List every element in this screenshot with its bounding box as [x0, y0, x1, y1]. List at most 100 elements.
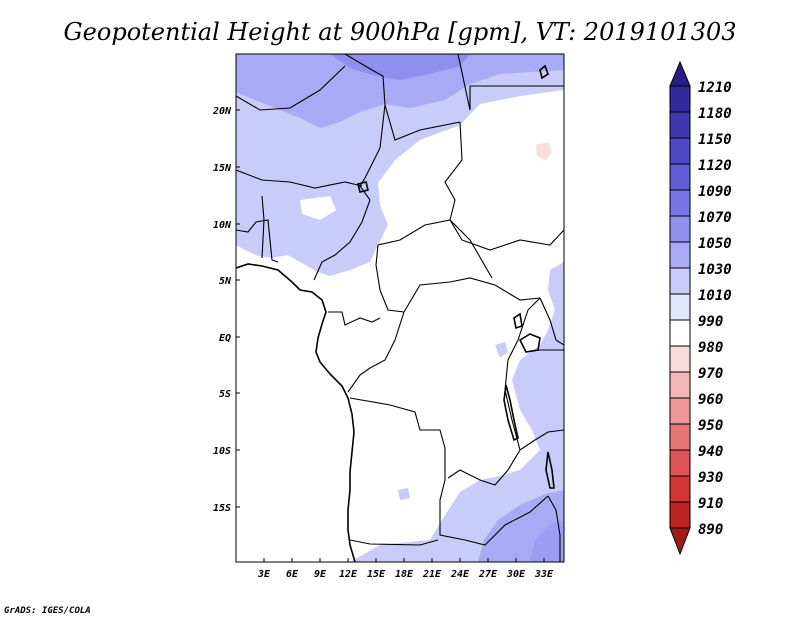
border-zambia-south: [464, 495, 549, 546]
border-mozambique: [547, 495, 561, 562]
coast-lake-albert: [513, 312, 523, 330]
map-frame: [235, 53, 565, 563]
lon-label-24e: 24E: [450, 569, 470, 580]
colorbar-bottom-arrow: [669, 527, 691, 556]
map-panel: [235, 53, 565, 563]
colorbar-segment: [669, 345, 691, 373]
colorbar-label-1070: 1070: [698, 210, 732, 226]
contour-1010-nigeria-gap: [300, 196, 336, 220]
colorbar-segment: [669, 111, 691, 139]
lon-axis: 3E 6E 9E 12E 15E 18E 21E 24E 27E 30E 33E: [257, 558, 554, 580]
lat-label-5n: 5N: [219, 276, 232, 287]
colorbar-segment: [669, 215, 691, 243]
colorbar-segment: [669, 397, 691, 425]
colorbar-segment: [669, 163, 691, 191]
map-axes: 20N 15N 10N 5N EQ 5S 10S 15S 3E 6E 9E 12…: [212, 106, 554, 580]
border-cameroon-car: [375, 244, 405, 313]
lat-label-10s: 10S: [213, 446, 231, 457]
border-chad-sudan: [444, 121, 463, 241]
border-angola-zambia: [439, 479, 466, 541]
colorbar-label-950: 950: [698, 418, 723, 434]
contour-1010-east: [350, 262, 564, 562]
border-angola-namibia: [349, 539, 439, 546]
colorbar-label-1050: 1050: [698, 236, 732, 252]
colorbar-label-970: 970: [698, 366, 723, 382]
border-chad-car: [377, 219, 493, 279]
lat-label-5s: 5S: [219, 389, 231, 400]
colorbar-label-910: 910: [698, 496, 723, 512]
border-nigeria-cameroon: [313, 199, 371, 281]
lat-label-eq: EQ: [219, 333, 231, 344]
colorbar-label-1120: 1120: [698, 158, 732, 174]
coast-lake-malawi: [545, 451, 555, 489]
colorbar-segment: [669, 267, 691, 295]
lon-label-30e: 30E: [506, 569, 526, 580]
border-benin: [261, 195, 265, 259]
border-drc-angola: [349, 397, 446, 480]
lat-label-15n: 15N: [213, 163, 232, 174]
colorbar-segment: [669, 137, 691, 165]
coast-lake-victoria: [518, 333, 541, 353]
coast-lake-chad: [357, 181, 369, 193]
map-title: Geopotential Height at 900hPa [gpm], VT:…: [64, 18, 737, 46]
colorbar-label-940: 940: [698, 444, 723, 460]
border-gabon-congo: [328, 311, 381, 326]
lat-label-10n: 10N: [213, 220, 232, 231]
border-tanzania: [519, 429, 564, 451]
border-west: [236, 219, 279, 263]
contour-1010-angola-spot: [398, 488, 410, 500]
colorbar-segment: [669, 475, 691, 503]
coast-lake-tanganyika: [503, 384, 519, 442]
lon-label-18e: 18E: [395, 569, 414, 580]
border-sudan-south: [461, 229, 564, 251]
colorbar-segment: [669, 293, 691, 321]
lon-label-27e: 27E: [478, 569, 498, 580]
lat-label-20n: 20N: [212, 106, 232, 117]
border-niger-south: [236, 169, 363, 189]
lon-label-12e: 12E: [339, 569, 358, 580]
contour-1010-central: [495, 342, 508, 358]
contour-1050-north: [330, 54, 470, 80]
colorbar-label-990: 990: [698, 314, 723, 330]
colorbar-top-arrow: [669, 60, 691, 87]
lat-label-15s: 15S: [213, 503, 231, 514]
border-congo-drc: [347, 311, 405, 393]
colorbar-label-980: 980: [698, 340, 723, 356]
colorbar-segment: [669, 371, 691, 399]
border-car-south: [403, 277, 541, 313]
colorbar-segment: [669, 319, 691, 347]
coastline: [236, 64, 555, 562]
colorbar-label-1150: 1150: [698, 132, 732, 148]
colorbar-segment: [669, 85, 691, 113]
colorbar-segment: [669, 423, 691, 451]
colorbar-segment: [669, 449, 691, 477]
grads-credit: GrADS: IGES/COLA: [4, 606, 91, 616]
colorbar: 1210 1180 1150 1120 1090 1070 1050 1030 …: [669, 60, 732, 556]
colorbar-label-1030: 1030: [698, 262, 732, 278]
contour-990-patch: [536, 142, 552, 160]
colorbar-segment: [669, 189, 691, 217]
lon-label-3e: 3E: [257, 569, 271, 580]
border-mali-niger: [236, 65, 346, 111]
lon-label-6e: 6E: [286, 569, 299, 580]
lon-label-33e: 33E: [534, 569, 554, 580]
coast-west-africa: [236, 263, 356, 562]
colorbar-label-890: 890: [698, 522, 723, 538]
coast-red-sea-island: [539, 64, 549, 80]
height-field: [236, 54, 564, 562]
colorbar-label-1090: 1090: [698, 184, 732, 200]
colorbar-segment: [669, 501, 691, 529]
country-borders: [236, 54, 564, 562]
lon-label-9e: 9E: [314, 569, 327, 580]
colorbar-segment: [669, 241, 691, 269]
colorbar-label-1210: 1210: [698, 80, 732, 96]
border-libya-egypt: [457, 54, 564, 111]
border-uganda-kenya: [539, 297, 564, 346]
contour-1030-north: [236, 54, 564, 128]
border-drc-east: [447, 297, 541, 486]
lat-axis: 20N 15N 10N 5N EQ 5S 10S 15S: [212, 106, 240, 514]
colorbar-label-1180: 1180: [698, 106, 732, 122]
colorbar-label-1010: 1010: [698, 288, 732, 304]
lon-label-21e: 21E: [422, 569, 442, 580]
